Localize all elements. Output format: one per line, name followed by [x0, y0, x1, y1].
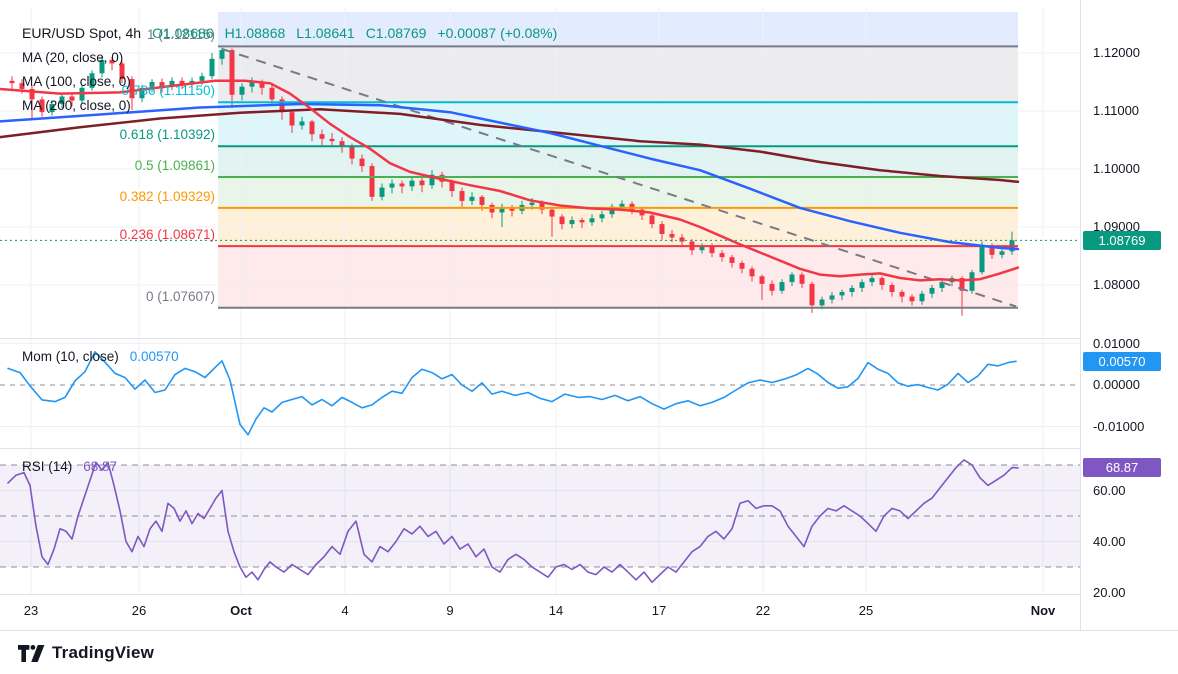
time-tick-Nov: Nov [1030, 603, 1056, 618]
fib-label-0: 0 (1.07607) [145, 289, 215, 304]
tradingview-logo-text: TradingView [52, 643, 155, 662]
rsi-value: 68.87 [83, 459, 118, 474]
time-tick-25: 25 [858, 603, 874, 618]
time-tick-23: 23 [23, 603, 39, 618]
momentum-value: 0.00570 [129, 349, 179, 364]
price-tick-1.09000: 1.09000 [1093, 219, 1140, 234]
ma200-label: MA (200, close, 0) [22, 98, 131, 113]
momentum-label: Mom (10, close) [22, 349, 119, 364]
rsi-value-badge: 68.87 [1083, 458, 1161, 477]
tradingview-logo[interactable]: TradingView [18, 643, 154, 663]
ma100-label: MA (100, close, 0) [22, 74, 131, 89]
legend-momentum[interactable]: Mom (10, close) 0.00570 [22, 348, 179, 365]
momentum-value-badge: 0.00570 [1083, 352, 1161, 371]
fib-label-0.236: 0.236 (1.08671) [119, 227, 215, 242]
time-tick-Oct: Oct [230, 603, 252, 618]
time-tick-17: 17 [651, 603, 667, 618]
ma20-label: MA (20, close, 0) [22, 50, 124, 65]
price-scale[interactable]: 1.12000 1.11000 1.10000 1.09000 1.08000 0.010… [1081, 0, 1178, 630]
fib-label-0.5: 0.5 (1.09861) [134, 158, 215, 173]
time-tick-4: 4 [341, 603, 349, 618]
legend-rsi[interactable]: RSI (14) 68.87 [22, 458, 117, 475]
ohlc-high: H1.08868 [224, 25, 286, 41]
rsi-tick-60.00: 60.00 [1093, 483, 1126, 498]
ohlc-close: C1.08769 [365, 25, 427, 41]
rsi-tick-40.00: 40.00 [1093, 534, 1126, 549]
fib-label-0.382: 0.382 (1.09329) [119, 189, 215, 204]
mom-tick-0.01000: 0.01000 [1093, 336, 1140, 351]
time-scale[interactable]: 23 26 Oct 4 9 14 17 22 25 Nov [0, 595, 1080, 630]
fib-label-1: 1 (1.12115) [146, 27, 215, 42]
tradingview-logo-icon [18, 644, 45, 662]
mom-tick-0.00000: 0.00000 [1093, 377, 1140, 392]
price-tick-1.08000: 1.08000 [1093, 277, 1140, 292]
time-tick-9: 9 [446, 603, 454, 618]
legend-ma100[interactable]: MA (100, close, 0) [22, 73, 131, 90]
rsi-label: RSI (14) [22, 459, 73, 474]
fib-label-0.618: 0.618 (1.10392) [119, 127, 215, 142]
rsi-tick-20.00: 20.00 [1093, 585, 1126, 600]
mom-tick--0.01000: -0.01000 [1093, 419, 1145, 434]
legend-ma20[interactable]: MA (20, close, 0) [22, 49, 123, 66]
price-tick-1.10000: 1.10000 [1093, 161, 1140, 176]
price-tick-1.11000: 1.11000 [1093, 103, 1140, 118]
fib-label-0.786: 0.786 (1.11150) [121, 83, 215, 98]
ohlc-change: +0.00087 (+0.08%) [437, 25, 558, 41]
last-price-badge: 1.08769 [1083, 231, 1161, 250]
legend-ma200[interactable]: MA (200, close, 0) [22, 97, 131, 114]
symbol-title: EUR/USD Spot, 4h [22, 25, 142, 41]
price-tick-1.12000: 1.12000 [1093, 45, 1140, 60]
ohlc-low: L1.08641 [296, 25, 355, 41]
ohlc-open: O1.08686 [152, 25, 214, 41]
time-tick-14: 14 [548, 603, 564, 618]
time-tick-26: 26 [131, 603, 147, 618]
symbol-legend[interactable]: EUR/USD Spot, 4h O1.08686 H1.08868 L1.08… [22, 25, 557, 42]
time-tick-22: 22 [755, 603, 771, 618]
